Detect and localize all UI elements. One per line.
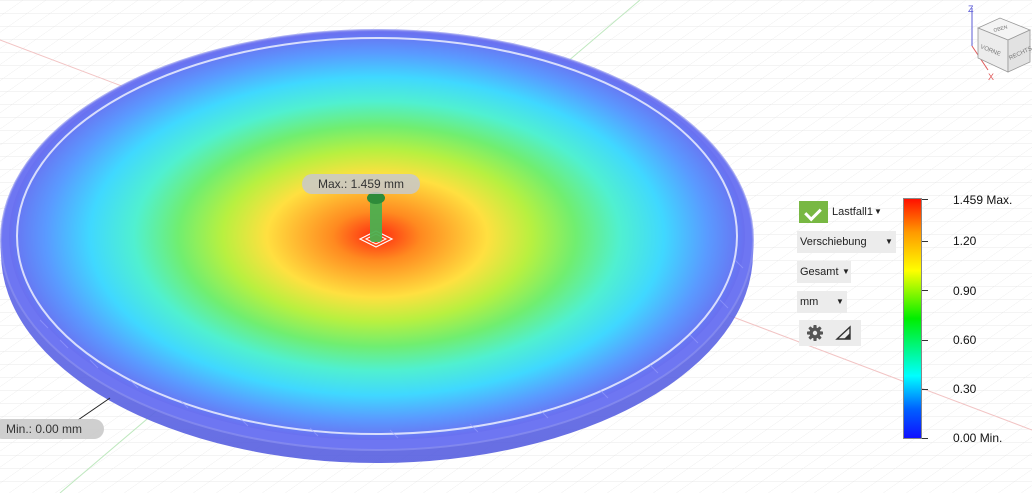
legend-tick	[922, 241, 928, 242]
axis-x-label: X	[988, 72, 994, 82]
legend-tick	[922, 340, 928, 341]
legend-tick-label: 0.90	[953, 284, 977, 298]
legend-tick	[922, 290, 928, 291]
legend-tick-label: 1.20	[953, 234, 977, 248]
legend-tick-label: 0.60	[953, 333, 977, 347]
unit-dropdown[interactable]: mm ▼	[797, 291, 847, 313]
component-value: Gesamt	[800, 266, 839, 278]
component-dropdown[interactable]: Gesamt ▼	[797, 261, 851, 283]
legend-tick-label: 0.30	[953, 382, 977, 396]
settings-gear-icon[interactable]	[804, 322, 826, 344]
chevron-down-icon: ▼	[874, 207, 882, 216]
load-case-label: Lastfall1	[832, 206, 873, 218]
checkmark-icon[interactable]	[799, 201, 828, 223]
legend-tool-row	[799, 320, 861, 346]
legend-min-label: 0.00 Min.	[953, 431, 1003, 445]
axis-z-label: Z	[968, 4, 974, 14]
result-type-value: Verschiebung	[800, 236, 867, 248]
legend-max-label: 1.459 Max.	[953, 193, 1013, 207]
min-leader-line	[77, 397, 111, 421]
result-type-dropdown[interactable]: Verschiebung ▼	[797, 231, 896, 253]
chevron-down-icon: ▼	[842, 267, 850, 276]
max-probe-label[interactable]: Max.: 1.459 mm	[302, 174, 420, 194]
legend-tick	[922, 199, 928, 200]
adjust-triangle-icon[interactable]	[833, 322, 855, 344]
chevron-down-icon: ▼	[885, 237, 893, 246]
legend-color-bar	[903, 198, 922, 439]
legend-tick	[922, 438, 928, 439]
legend-tick	[922, 389, 928, 390]
viewcube[interactable]: Z X OBEN VORNE RECHTS	[960, 0, 1032, 95]
chevron-down-icon: ▼	[836, 297, 844, 306]
viewcube-right-face[interactable]	[1007, 29, 1031, 73]
load-marker[interactable]	[358, 192, 394, 248]
viewcube-top-label: OBEN	[993, 24, 1009, 34]
load-case-selector[interactable]: Lastfall1 ▼	[799, 201, 884, 223]
min-probe-label[interactable]: Min.: 0.00 mm	[0, 419, 104, 439]
unit-value: mm	[800, 296, 819, 308]
